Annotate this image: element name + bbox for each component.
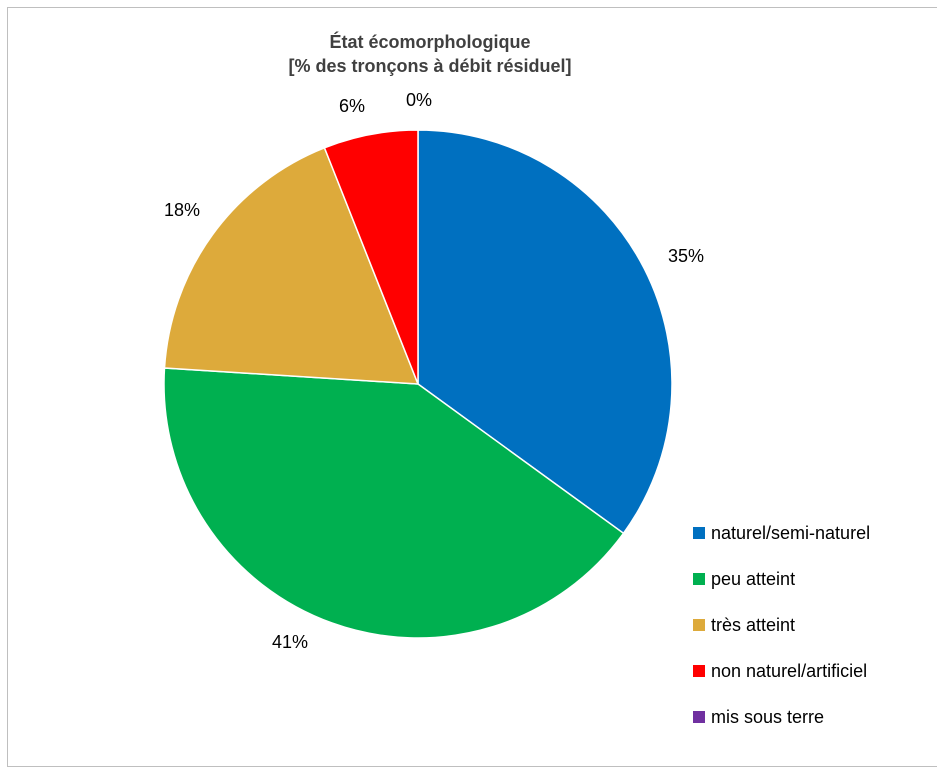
legend-label: mis sous terre <box>711 706 825 727</box>
chart-title-line-1: État écomorphologique <box>329 32 531 52</box>
slice-label-5: 0% <box>406 90 432 110</box>
legend-label: naturel/semi-naturel <box>711 522 871 543</box>
legend-item-5: mis sous terre <box>693 706 870 728</box>
slice-label-3: 18% <box>164 200 200 220</box>
chart-title-line-2: [% des tronçons à débit résiduel] <box>288 56 572 76</box>
legend-swatch <box>693 665 705 677</box>
legend-item-1: naturel/semi-naturel <box>693 522 870 544</box>
legend-swatch <box>693 711 705 723</box>
legend-swatch <box>693 573 705 585</box>
legend-item-2: peu atteint <box>693 568 870 590</box>
legend-label: non naturel/artificiel <box>711 660 868 681</box>
pie-chart: 35% 41% 18% 6% 0% <box>163 90 704 652</box>
chart-title: État écomorphologique [% des tronçons à … <box>220 30 640 78</box>
legend: naturel/semi-naturel peu atteint très atte… <box>693 522 870 752</box>
legend-swatch <box>693 619 705 631</box>
pie-slice-1 <box>417 129 673 535</box>
pie-slice-4 <box>323 129 419 385</box>
pie-slice-3 <box>163 146 420 385</box>
legend-item-4: non naturel/artificiel <box>693 660 870 682</box>
slice-label-1: 35% <box>668 246 704 266</box>
legend-item-3: très atteint <box>693 614 870 636</box>
slice-label-2: 41% <box>272 632 308 652</box>
legend-label: peu atteint <box>711 568 796 589</box>
legend-swatch <box>693 527 705 539</box>
pie-slice-2 <box>163 367 625 639</box>
legend-label: très atteint <box>711 614 796 635</box>
slice-label-4: 6% <box>339 96 365 116</box>
